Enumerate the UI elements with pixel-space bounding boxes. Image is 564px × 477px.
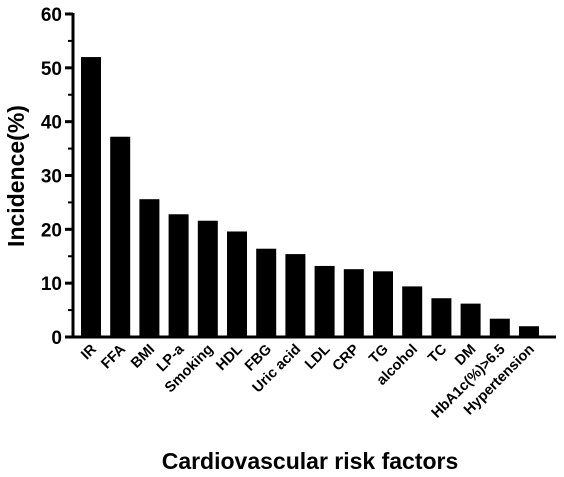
x-axis-label: Cardiovascular risk factors xyxy=(162,448,459,474)
bar xyxy=(285,254,306,337)
x-tick-label: BMI xyxy=(128,342,158,372)
bar xyxy=(314,265,335,337)
y-tick-label: 30 xyxy=(41,167,62,188)
x-tick-label: LDL xyxy=(302,341,333,372)
bar xyxy=(431,298,452,337)
y-tick-label: 10 xyxy=(41,274,62,295)
bar xyxy=(373,271,393,337)
bar xyxy=(489,318,510,337)
bar xyxy=(168,214,189,337)
y-tick-label: 50 xyxy=(41,59,62,80)
y-tick-label: 60 xyxy=(41,5,62,26)
y-tick-label: 20 xyxy=(41,220,62,241)
bar xyxy=(256,248,277,337)
y-tick-label: 40 xyxy=(41,113,62,134)
bar xyxy=(227,231,247,337)
y-axis: 0 10 20 30 40 50 60 xyxy=(41,5,75,349)
x-tick-label: HDL xyxy=(213,341,245,373)
x-tick-label: FFA xyxy=(98,341,129,372)
y-axis-label: Incidence(%) xyxy=(3,105,29,247)
y-tick-label: 0 xyxy=(51,328,62,349)
bar xyxy=(81,57,101,338)
bars-group xyxy=(81,57,539,338)
x-tick-label: CRP xyxy=(330,341,363,374)
bar xyxy=(402,286,423,337)
bar xyxy=(197,220,218,337)
bar xyxy=(139,199,160,337)
bar xyxy=(460,303,481,337)
bar xyxy=(110,136,131,337)
bar xyxy=(519,326,539,337)
bar xyxy=(343,269,364,337)
x-tick-label: TC xyxy=(425,341,450,366)
x-tick-label: IR xyxy=(78,341,100,363)
